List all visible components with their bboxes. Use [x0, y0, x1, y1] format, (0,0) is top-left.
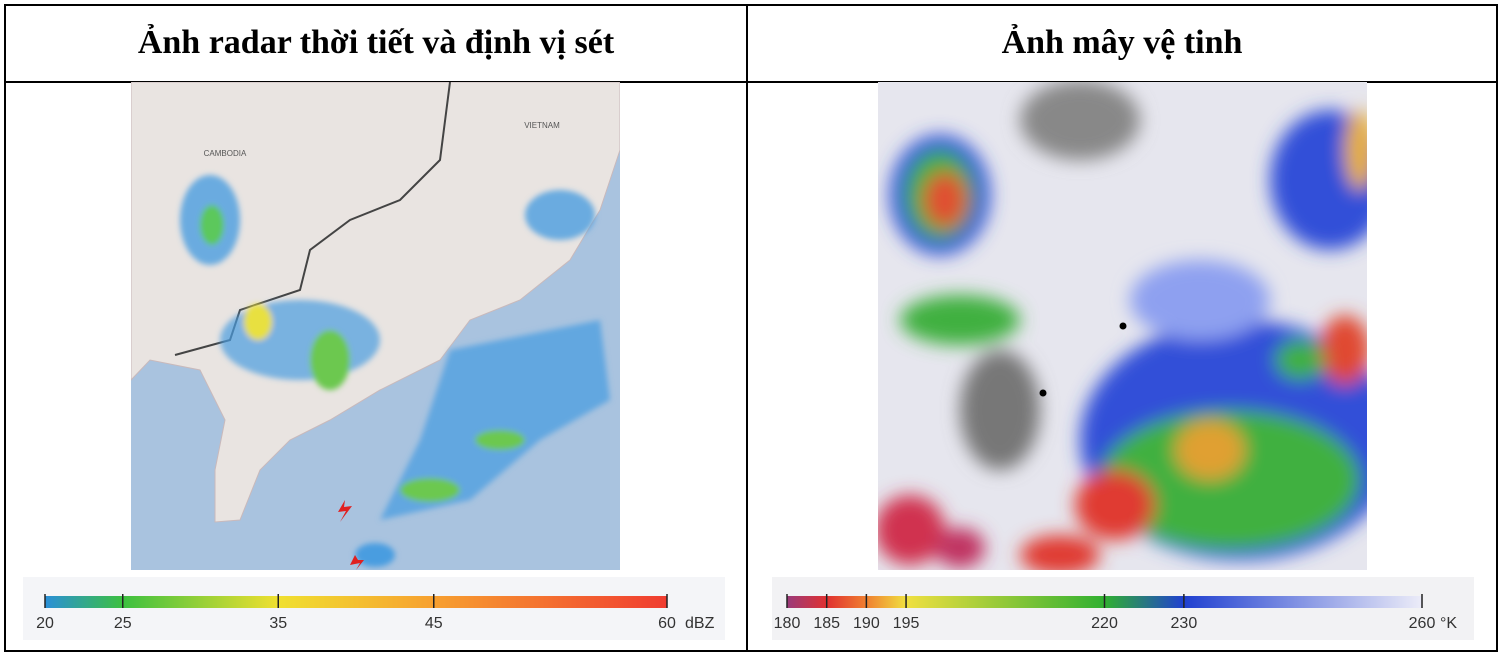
tick-label: 220 [1091, 615, 1118, 632]
unit-label: °K [1440, 615, 1457, 632]
tick-label: 230 [1171, 615, 1198, 632]
unit-label: dBZ [685, 615, 715, 632]
tick-label: 190 [853, 615, 880, 632]
tick-label: 25 [114, 615, 132, 632]
header: Ảnh mây vệ tinh [1002, 23, 1243, 61]
tick-label: 195 [893, 615, 920, 632]
colorbar-panel [772, 577, 1474, 640]
tick-label: 45 [425, 615, 443, 632]
colorbar-panel [23, 577, 725, 640]
colorbar [45, 596, 667, 608]
tick-label: 180 [774, 615, 801, 632]
tick-label: 185 [813, 615, 840, 632]
tick-label: 260 [1409, 615, 1436, 632]
map-label: VIETNAM [524, 121, 560, 130]
tick-label: 35 [269, 615, 287, 632]
satellite-map [878, 82, 1367, 570]
map-label: CAMBODIA [204, 149, 247, 158]
table-border [4, 4, 1498, 652]
tick-label: 20 [36, 615, 54, 632]
tick-label: 60 [658, 615, 676, 632]
radar-map: CAMBODIA VIETNAM [131, 82, 620, 570]
header: Ảnh radar thời tiết và định vị sét [138, 23, 615, 61]
